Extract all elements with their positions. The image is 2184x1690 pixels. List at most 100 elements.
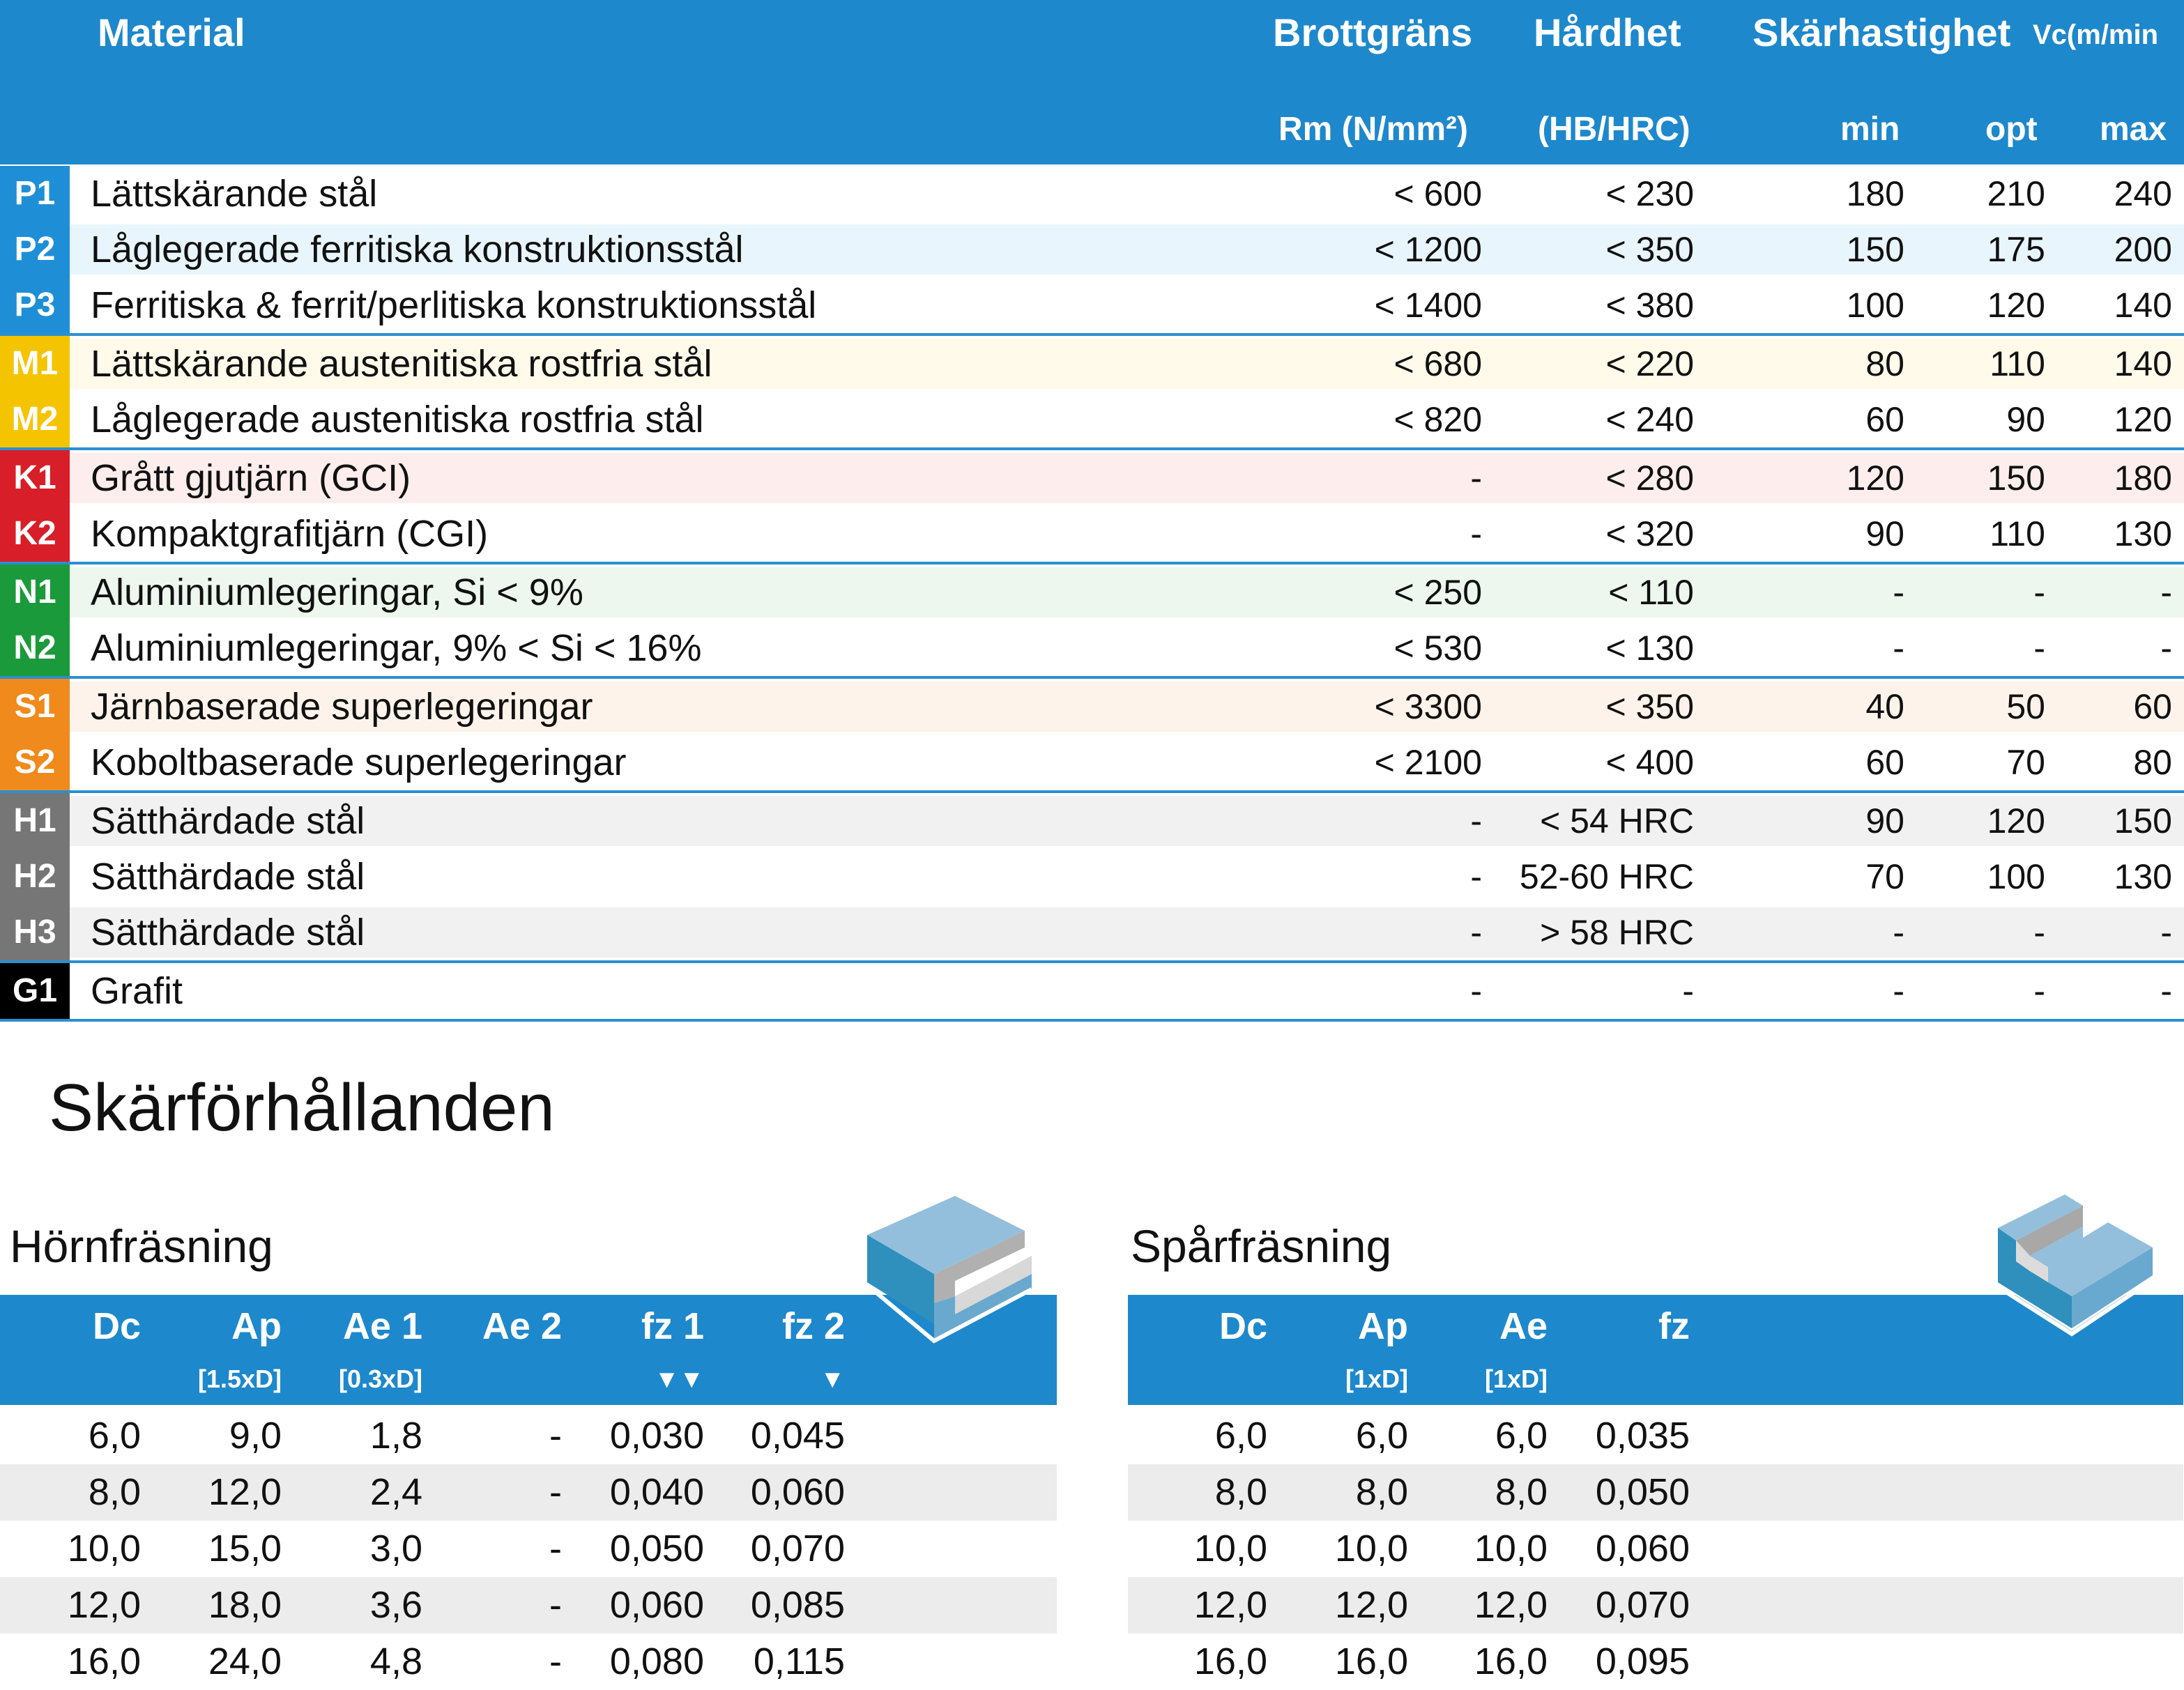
cell-rm: < 680 xyxy=(1393,344,1482,383)
material-name: Låglegerade ferritiska konstruktionsstål xyxy=(91,229,744,270)
data-cell: 2,4 xyxy=(369,1471,422,1513)
cell-min: 120 xyxy=(1846,459,1904,498)
material-name: Aluminiumlegeringar, Si < 9% xyxy=(91,571,583,613)
data-cell: 15,0 xyxy=(208,1528,282,1569)
column-header: Ap xyxy=(231,1305,282,1347)
material-group: G1 Grafit - - - - - xyxy=(0,963,2184,1022)
material-group: K1 Grått gjutjärn (GCI) - < 280 120 150 180 K2 K… xyxy=(0,450,2184,564)
material-group: M1 Lättskärande austenitiska rostfria stå… xyxy=(0,336,2184,450)
cell-opt: 110 xyxy=(1990,344,2045,383)
data-cell: 0,050 xyxy=(1595,1471,1690,1513)
column-header: Dc xyxy=(1219,1305,1267,1347)
cell-min: 100 xyxy=(1846,286,1904,325)
material-code-badge: H2 xyxy=(0,849,70,905)
data-cell: 12,0 xyxy=(1334,1584,1408,1626)
cell-max: - xyxy=(2160,629,2172,668)
cell-max: 180 xyxy=(2114,459,2172,498)
material-row: S2 Koboltbaserade superlegeringar < 2100 < … xyxy=(0,735,2184,790)
data-cell: 1,8 xyxy=(369,1415,422,1457)
material-code-badge: K2 xyxy=(0,506,70,562)
data-cell: - xyxy=(549,1471,562,1513)
data-cell: 0,060 xyxy=(609,1584,704,1626)
cell-rm: < 1400 xyxy=(1374,286,1482,325)
material-name: Järnbaserade superlegeringar xyxy=(91,686,593,728)
column-header: Ae xyxy=(1499,1305,1548,1347)
cell-opt: 50 xyxy=(2006,687,2045,726)
material-name: Koboltbaserade superlegeringar xyxy=(91,742,627,783)
data-cell: 6,0 xyxy=(1495,1415,1548,1457)
material-code-badge: N1 xyxy=(0,564,70,620)
header-brottgrans: Brottgräns xyxy=(1273,10,1473,54)
data-cell: 8,0 xyxy=(1355,1471,1408,1513)
data-cell: 16,0 xyxy=(1193,1641,1267,1682)
material-code-badge: P3 xyxy=(0,277,70,333)
cell-max: 140 xyxy=(2114,286,2172,325)
material-code-badge: K1 xyxy=(0,450,70,506)
data-row: 8,0 12,0 2,4 - 0,040 0,060 xyxy=(0,1464,1057,1521)
cell-opt: 70 xyxy=(2006,743,2045,782)
cell-opt: 120 xyxy=(1987,286,2045,325)
data-row: 10,0 15,0 3,0 - 0,050 0,070 xyxy=(0,1521,1057,1577)
material-code-badge: M1 xyxy=(0,336,70,392)
shoulder-milling-icon xyxy=(864,1192,1039,1344)
material-row: P2 Låglegerade ferritiska konstruktionsst… xyxy=(0,222,2184,277)
material-group: S1 Järnbaserade superlegeringar < 3300 < 35… xyxy=(0,679,2184,793)
data-cell: 16,0 xyxy=(1474,1641,1548,1682)
data-cell: 16,0 xyxy=(67,1641,141,1682)
cell-max: 140 xyxy=(2114,344,2172,383)
cell-max: - xyxy=(2160,913,2172,952)
cell-rm: - xyxy=(1470,857,1482,896)
cell-rm: - xyxy=(1470,514,1482,553)
material-name: Sätthärdade stål xyxy=(91,856,365,898)
cell-rm: < 1200 xyxy=(1374,230,1482,269)
cell-max: 80 xyxy=(2133,743,2172,782)
row-background xyxy=(70,796,2184,846)
material-row: P1 Lättskärande stål < 600 < 230 180 210 240 xyxy=(0,166,2184,222)
cell-max: - xyxy=(2160,573,2172,612)
cell-min: - xyxy=(1893,629,1904,668)
cell-min: - xyxy=(1893,971,1904,1011)
header-max: max xyxy=(2100,111,2167,148)
header-min: min xyxy=(1840,111,1900,148)
material-code-badge: S2 xyxy=(0,735,70,790)
data-cell: 16,0 xyxy=(1334,1641,1408,1682)
cell-rm: - xyxy=(1470,801,1482,840)
data-cell: 0,035 xyxy=(1595,1415,1690,1457)
row-background xyxy=(70,280,2184,330)
cell-max: 130 xyxy=(2114,514,2172,553)
cell-max: 60 xyxy=(2133,687,2172,726)
cell-min: 90 xyxy=(1865,514,1904,553)
column-subheader: [1.5xD] xyxy=(197,1365,282,1393)
material-row: K2 Kompaktgrafitjärn (CGI) - < 320 90 110 130 xyxy=(0,506,2184,562)
data-cell: 8,0 xyxy=(1495,1471,1548,1513)
data-cell: 6,0 xyxy=(1355,1415,1408,1457)
column-header: fz 2 xyxy=(781,1305,845,1347)
material-group: N1 Aluminiumlegeringar, Si < 9% < 250 < 110… xyxy=(0,564,2184,679)
cell-min: 40 xyxy=(1865,687,1904,726)
data-cell: 12,0 xyxy=(1193,1584,1267,1626)
material-row: K1 Grått gjutjärn (GCI) - < 280 120 150 180 xyxy=(0,450,2184,506)
material-name: Grått gjutjärn (GCI) xyxy=(91,457,411,499)
material-code-badge: H1 xyxy=(0,793,70,849)
cell-max: 120 xyxy=(2114,400,2172,439)
cell-rm: - xyxy=(1470,913,1482,952)
cell-min: 180 xyxy=(1846,174,1904,213)
row-background xyxy=(70,852,2184,902)
slot-milling-header: Dc Ap [1xD] Ae [1xD] fz xyxy=(1128,1295,2183,1405)
cell-rm: < 3300 xyxy=(1374,687,1482,726)
column-subheader: [1xD] xyxy=(1484,1365,1548,1393)
corner-milling-header: Dc Ap [1.5xD] Ae 1 [0.3xD] Ae 2 fz 1 ▼▼ fz 2 ▼ xyxy=(0,1295,1057,1405)
data-cell: 10,0 xyxy=(1334,1528,1408,1569)
cell-max: - xyxy=(2160,971,2172,1011)
cell-max: 150 xyxy=(2114,801,2172,840)
cell-min: 60 xyxy=(1865,743,1904,782)
material-group: H1 Sätthärdade stål - < 54 HRC 90 120 150 H2 Sät… xyxy=(0,793,2184,963)
cell-hb: < 230 xyxy=(1605,174,1694,213)
cell-rm: < 2100 xyxy=(1374,743,1482,782)
data-cell: 0,070 xyxy=(1595,1584,1690,1626)
material-name: Ferritiska & ferrit/perlitiska konstrukt… xyxy=(91,284,817,326)
cell-opt: - xyxy=(2033,573,2045,612)
data-cell: 12,0 xyxy=(1474,1584,1548,1626)
material-code-badge: M2 xyxy=(0,392,70,447)
material-row: P3 Ferritiska & ferrit/perlitiska konstru… xyxy=(0,277,2184,333)
